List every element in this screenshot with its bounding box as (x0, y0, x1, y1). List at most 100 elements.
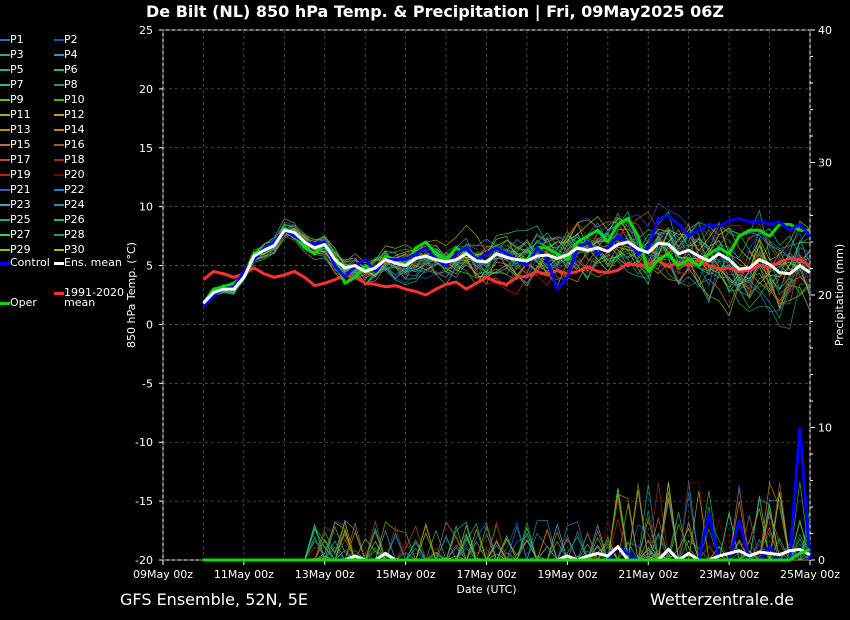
legend-item-p4: P4 (54, 47, 78, 62)
legend-item-p21: P21 (0, 182, 31, 197)
x-tick-label: 15May 00z (376, 568, 436, 581)
legend-item-p6: P6 (54, 62, 78, 77)
legend-label: P10 (64, 93, 85, 106)
legend-item-p11: P11 (0, 107, 31, 122)
legend-item-p2: P2 (54, 32, 78, 47)
legend-swatch (54, 144, 64, 146)
legend-label: P20 (64, 168, 85, 181)
legend-label: P11 (10, 108, 31, 121)
y2-tick-label: 0 (818, 554, 825, 567)
legend-swatch (54, 99, 64, 101)
legend-swatch (0, 99, 10, 101)
y2-tick-label: 30 (818, 157, 832, 170)
legend-label: P18 (64, 153, 85, 166)
y-tick-label: -10 (135, 436, 153, 449)
legend-label: P27 (10, 228, 31, 241)
legend-item-p22: P22 (54, 182, 85, 197)
x-tick-label: 17May 00z (456, 568, 516, 581)
legend-item-p12: P12 (54, 107, 85, 122)
legend-swatch (0, 174, 10, 176)
model-label: GFS Ensemble, 52N, 5E (120, 590, 308, 609)
y-tick-label: 20 (139, 83, 153, 96)
y2-axis-label: Precipitation (mm) (833, 244, 846, 346)
legend-swatch (54, 219, 64, 221)
legend-label: P5 (10, 63, 24, 76)
y2-tick-label: 20 (818, 289, 832, 302)
legend-item-p10: P10 (54, 92, 85, 107)
legend-swatch (0, 39, 10, 41)
legend-item-p30: P30 (54, 242, 85, 257)
legend-item-p17: P17 (0, 152, 31, 167)
legend-item-ens-mean: Ens. mean (54, 256, 122, 269)
legend-label: P1 (10, 33, 24, 46)
legend-swatch (54, 54, 64, 56)
legend-swatch (0, 159, 10, 161)
legend-swatch (0, 234, 10, 236)
legend-item-p8: P8 (54, 77, 78, 92)
legend-swatch (54, 159, 64, 161)
member-line-p15 (203, 219, 811, 309)
legend-item-p18: P18 (54, 152, 85, 167)
legend-swatch (0, 262, 10, 265)
x-tick-label: 11May 00z (214, 568, 274, 581)
y2-tick-label: 10 (818, 422, 832, 435)
legend-item-p9: P9 (0, 92, 24, 107)
legend-swatch (54, 292, 64, 295)
y-tick-label: 0 (146, 318, 153, 331)
legend-label: P21 (10, 183, 31, 196)
y-tick-label: 10 (139, 201, 153, 214)
legend-item-p5: P5 (0, 62, 24, 77)
legend-swatch (54, 204, 64, 206)
legend-label: Ens. mean (64, 256, 122, 269)
oper-precip-line (203, 548, 811, 562)
legend-label: P3 (10, 48, 24, 61)
member-line-p30 (203, 222, 811, 304)
member-line-p5 (203, 209, 811, 303)
y-tick-label: 5 (146, 260, 153, 273)
legend-label: P14 (64, 123, 85, 136)
legend-item-p24: P24 (54, 197, 85, 212)
legend-label: Oper (10, 296, 37, 309)
x-tick-label: 21May 00z (618, 568, 678, 581)
member-line-p20 (203, 222, 811, 302)
legend-item-p15: P15 (0, 137, 31, 152)
legend-label: P25 (10, 213, 31, 226)
legend-swatch (0, 54, 10, 56)
legend-label: P19 (10, 168, 31, 181)
legend-item-control: Control (0, 257, 50, 268)
legend-label: P17 (10, 153, 31, 166)
legend-label: P13 (10, 123, 31, 136)
legend-item-p3: P3 (0, 47, 24, 62)
legend-label: P15 (10, 138, 31, 151)
x-tick-label: 09May 00z (133, 568, 193, 581)
legend-item-p16: P16 (54, 137, 85, 152)
legend-label: P12 (64, 108, 85, 121)
legend-label: P2 (64, 33, 78, 46)
legend-label: P24 (64, 198, 85, 211)
legend-swatch (54, 129, 64, 131)
legend-item-p29: P29 (0, 242, 31, 257)
legend-item-p23: P23 (0, 197, 31, 212)
x-axis-label: Date (UTC) (456, 583, 516, 596)
legend-swatch (0, 69, 10, 71)
site-label: Wetterzentrale.de (650, 590, 795, 609)
legend-label: P4 (64, 48, 78, 61)
legend-swatch (54, 39, 64, 41)
legend-item-p20: P20 (54, 167, 85, 182)
legend-label: P28 (64, 228, 85, 241)
legend-swatch (54, 234, 64, 236)
y-axis-label: 850 hPa Temp. (°C) (125, 242, 138, 348)
chart-title: De Bilt (NL) 850 hPa Temp. & Precipitati… (146, 2, 724, 21)
y-tick-label: -5 (142, 377, 153, 390)
legend-item-p28: P28 (54, 227, 85, 242)
x-tick-label: 25May 00z (780, 568, 840, 581)
legend-swatch (0, 114, 10, 116)
x-tick-label: 13May 00z (295, 568, 355, 581)
legend-item-p1: P1 (0, 32, 24, 47)
legend-item-p27: P27 (0, 227, 31, 242)
legend-label: P22 (64, 183, 85, 196)
legend-label: P8 (64, 78, 78, 91)
clim-mean-line (202, 256, 811, 297)
y-tick-label: 25 (139, 24, 153, 37)
